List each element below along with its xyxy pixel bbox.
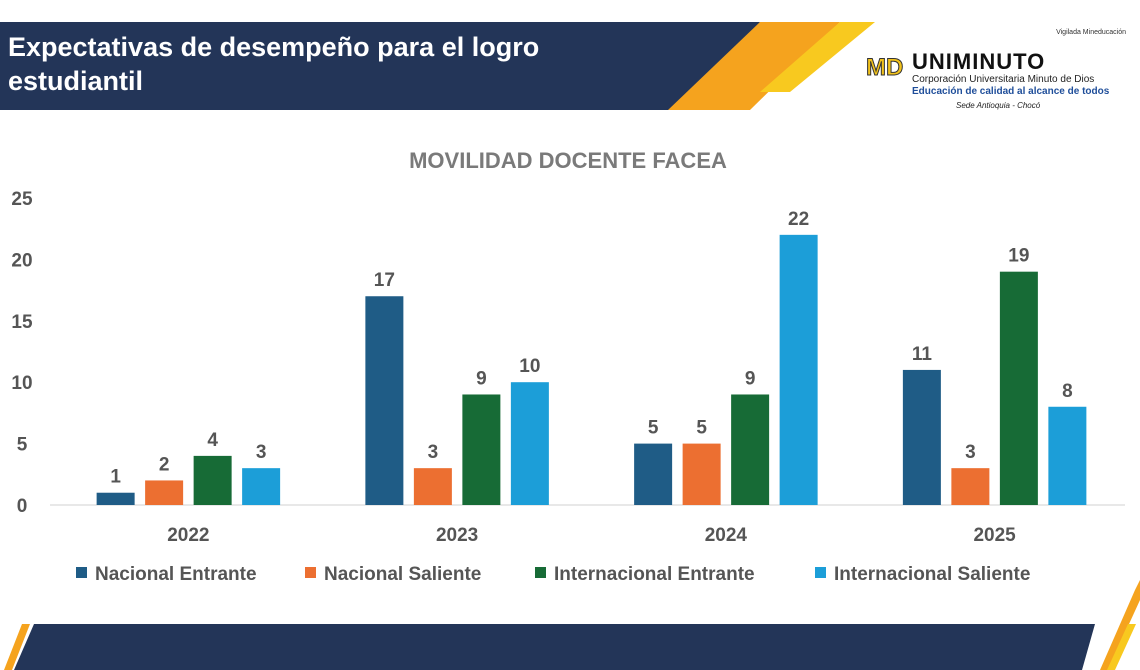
data-label: 22 [788, 209, 809, 230]
y-tick-label: 5 [17, 435, 28, 456]
vigilada-text: Vigilada Mineducación [1056, 29, 1126, 36]
y-tick-label: 20 [11, 250, 32, 271]
legend-swatch [535, 567, 546, 578]
y-tick-label: 15 [11, 312, 33, 333]
data-label: 11 [912, 344, 933, 365]
x-tick-label: 2024 [705, 525, 748, 546]
y-tick-label: 25 [11, 189, 33, 210]
bar [193, 455, 232, 505]
data-label: 8 [1062, 381, 1073, 402]
bar [999, 271, 1038, 505]
bar [779, 234, 818, 505]
data-label: 9 [476, 368, 487, 389]
bar [242, 468, 281, 505]
data-label: 2 [159, 454, 170, 475]
legend-swatch [305, 567, 316, 578]
logo-subtitle: Corporación Universitaria Minuto de Dios [912, 74, 1095, 85]
data-label: 1 [110, 467, 121, 488]
legend-swatch [76, 567, 87, 578]
legend-label: Nacional Entrante [95, 564, 257, 585]
bar [731, 394, 770, 505]
bar [902, 369, 941, 505]
bar [96, 492, 135, 505]
footer-stripe-left [4, 624, 30, 670]
logo-sede: Sede Antioquia - Chocó [956, 101, 1041, 110]
md-mark: MD [866, 54, 904, 82]
uniminuto-logo: Vigilada Mineducación MD UNIMINUTO Corpo… [866, 28, 1136, 118]
y-tick-label: 10 [11, 373, 32, 394]
legend-label: Internacional Saliente [834, 564, 1030, 585]
data-label: 4 [207, 430, 218, 451]
data-label: 3 [965, 442, 976, 463]
x-tick-label: 2023 [436, 525, 478, 546]
bar [365, 296, 404, 505]
data-label: 3 [428, 442, 439, 463]
data-label: 5 [696, 418, 707, 439]
x-tick-label: 2022 [167, 525, 209, 546]
legend-swatch [815, 567, 826, 578]
bar [951, 468, 990, 505]
data-label: 19 [1008, 246, 1029, 267]
legend-label: Internacional Entrante [554, 564, 755, 585]
bar [462, 394, 501, 505]
bar [145, 480, 184, 505]
bar [682, 443, 721, 505]
data-label: 10 [519, 356, 540, 377]
header-stripe-orange [668, 22, 840, 110]
data-label: 9 [745, 368, 756, 389]
legend-label: Nacional Saliente [324, 564, 481, 585]
footer-band [14, 624, 1095, 670]
page-title: Expectativas de desempeño para el logro … [8, 32, 540, 96]
y-tick-label: 0 [17, 496, 28, 517]
bar [1048, 406, 1087, 505]
logo-tagline: Educación de calidad al alcance de todos [912, 86, 1110, 97]
data-label: 3 [256, 442, 267, 463]
chart-title: MOVILIDAD DOCENTE FACEA [409, 148, 727, 173]
header-stripe-yellow [760, 22, 875, 92]
bar [634, 443, 673, 505]
data-label: 5 [648, 418, 659, 439]
footer-stripe-right-orange [1100, 580, 1140, 670]
footer-stripe-right-yellow [1107, 624, 1136, 670]
bar [413, 468, 452, 505]
data-label: 17 [374, 270, 395, 291]
header-band [0, 22, 760, 110]
bar [510, 382, 549, 505]
logo-name: UNIMINUTO [912, 49, 1046, 74]
x-tick-label: 2025 [973, 525, 1016, 546]
